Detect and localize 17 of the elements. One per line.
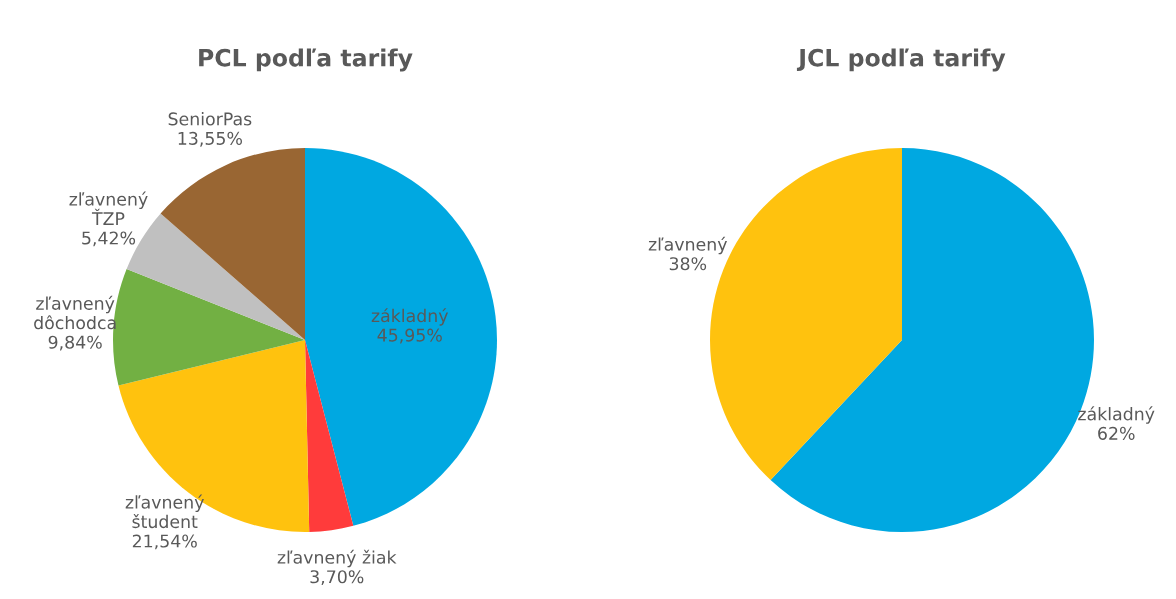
slice-label: zľavnený xyxy=(648,236,728,255)
data-label: 21,54% xyxy=(132,534,197,550)
slice-label: základný xyxy=(1078,406,1155,424)
chart-title: JCL podľa tarify xyxy=(796,48,1006,72)
slice-label: základný xyxy=(371,308,449,326)
data-label: 5,42% xyxy=(82,231,136,247)
data-label: 13,55% xyxy=(178,131,242,147)
slice-label: zľavnený študent xyxy=(125,494,204,529)
data-label: 3,70% xyxy=(310,570,364,586)
slice-label: zľavnený ŤZP xyxy=(69,191,148,225)
slice-label: zľavnený žiak xyxy=(277,549,397,568)
slice-label: SeniorPas xyxy=(168,112,252,126)
chart-title: PCL podľa tarify xyxy=(199,48,413,72)
data-label: 62% xyxy=(1098,426,1135,440)
data-label: 9,84% xyxy=(48,335,102,351)
data-label: 38% xyxy=(669,257,707,271)
data-label: 45,95% xyxy=(377,328,442,344)
